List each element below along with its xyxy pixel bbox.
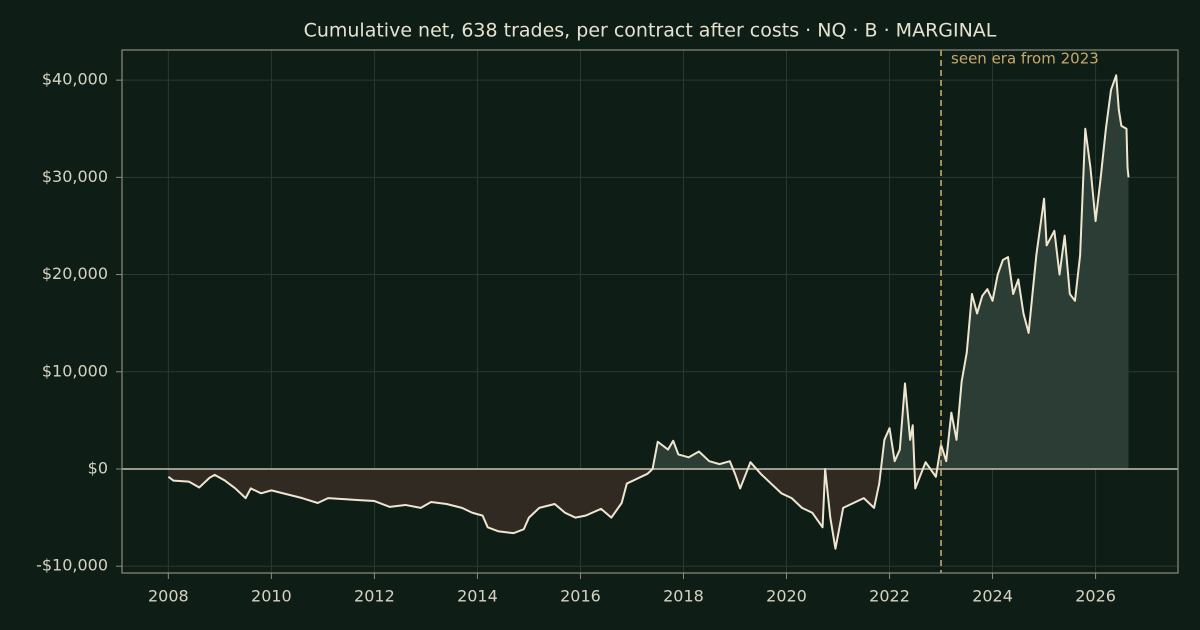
x-tick-label: 2022 <box>869 587 910 606</box>
area-positive <box>168 75 1129 469</box>
x-tick-label: 2010 <box>251 587 292 606</box>
x-tick-label: 2012 <box>354 587 395 606</box>
y-tick-label: $30,000 <box>42 167 108 186</box>
area-negative <box>168 468 938 549</box>
y-tick-label: -$10,000 <box>36 556 108 575</box>
y-tick-label: $20,000 <box>42 264 108 283</box>
x-tick-label: 2014 <box>457 587 498 606</box>
x-tick-label: 2020 <box>766 587 807 606</box>
y-tick-label: $0 <box>88 458 108 477</box>
chart-title: Cumulative net, 638 trades, per contract… <box>304 20 997 42</box>
x-tick-label: 2024 <box>972 587 1013 606</box>
y-tick-label: $10,000 <box>42 361 108 380</box>
x-tick-label: 2018 <box>663 587 704 606</box>
x-tick-label: 2016 <box>560 587 601 606</box>
x-tick-label: 2026 <box>1075 587 1116 606</box>
y-tick-label: $40,000 <box>42 70 108 89</box>
era-label: seen era from 2023 <box>951 50 1099 68</box>
x-tick-label: 2008 <box>148 587 189 606</box>
plot-frame <box>121 49 1179 574</box>
equity-line <box>167 74 1130 550</box>
